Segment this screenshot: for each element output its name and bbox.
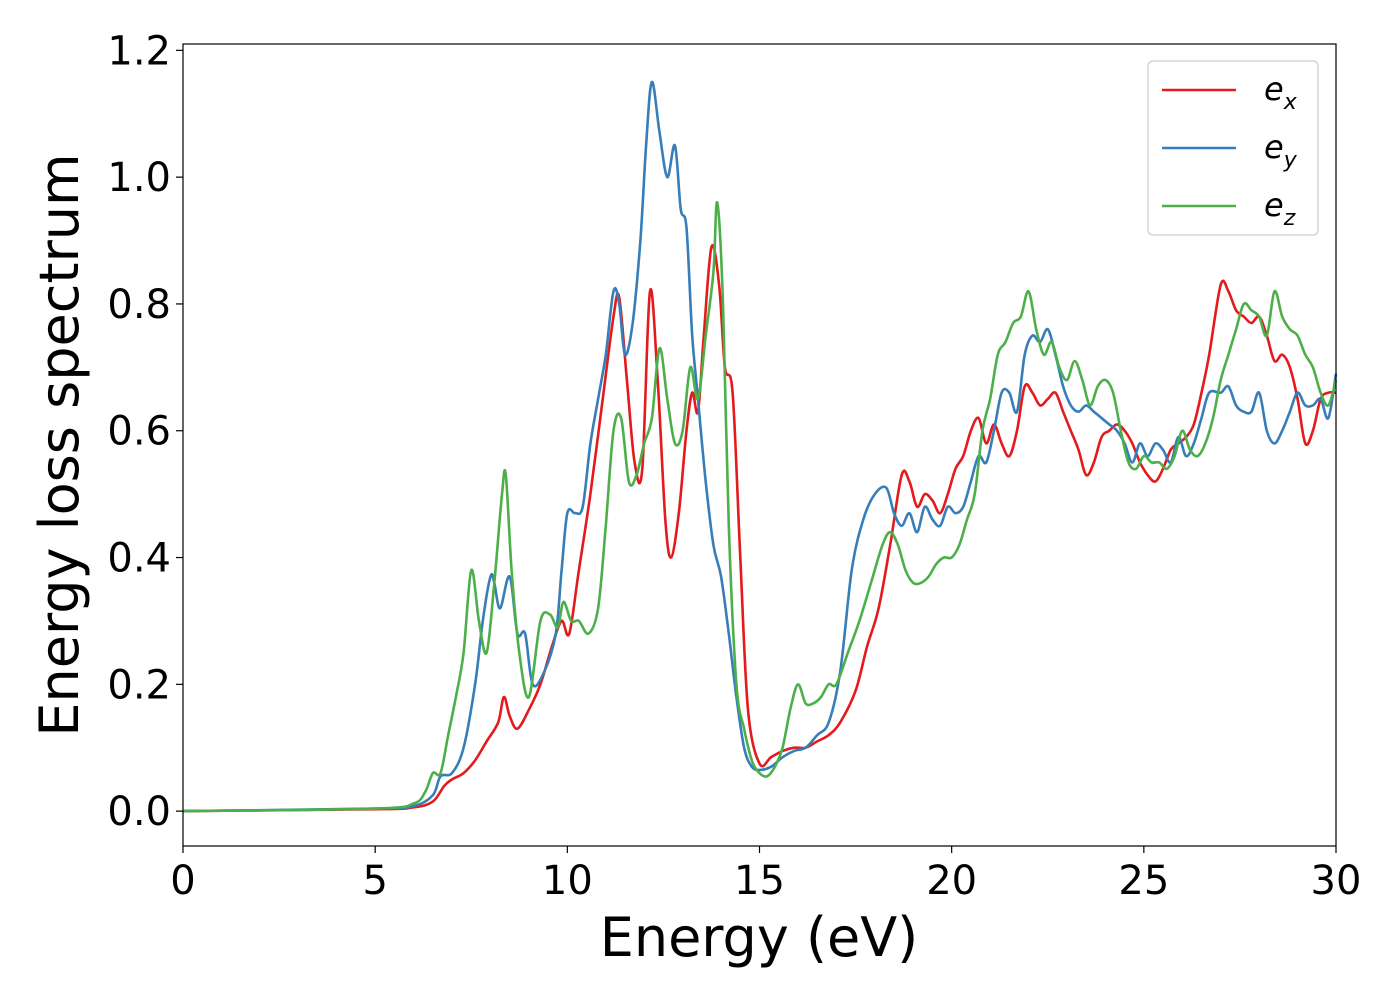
x-axis-title: Energy (eV): [600, 906, 919, 969]
y-tick-label: 1.0: [107, 155, 171, 201]
x-tick-label: 15: [734, 858, 785, 904]
y-axis-ticks: 0.0 0.2 0.4 0.6 0.8 1.0 1.2: [107, 28, 183, 835]
series-line-z: [182, 201, 1338, 813]
x-tick-label: 30: [1311, 858, 1362, 904]
x-tick-label: 10: [542, 858, 593, 904]
legend-label-x: ex: [1264, 70, 1298, 115]
y-tick-label: 0.8: [107, 282, 171, 328]
x-tick-label: 20: [926, 858, 977, 904]
y-tick-label: 0.6: [107, 409, 171, 455]
series-lines: [182, 80, 1338, 813]
y-tick-label: 0.4: [107, 536, 171, 582]
x-axis-ticks: 0 5 10 15 20 25 30: [170, 846, 1361, 904]
y-tick-label: 0.0: [107, 789, 171, 835]
y-axis-title: Energy loss spectrum: [28, 153, 91, 736]
legend: ex ey ez: [1147, 60, 1319, 236]
legend-label-y: ey: [1264, 128, 1298, 173]
legend-label-z: ez: [1264, 186, 1296, 231]
y-tick-label: 1.2: [107, 28, 171, 74]
plot-background: [183, 44, 1336, 846]
x-tick-label: 5: [362, 858, 387, 904]
x-tick-label: 0: [170, 858, 195, 904]
y-tick-label: 0.2: [107, 662, 171, 708]
x-tick-label: 25: [1118, 858, 1169, 904]
series-line-y: [182, 80, 1338, 813]
